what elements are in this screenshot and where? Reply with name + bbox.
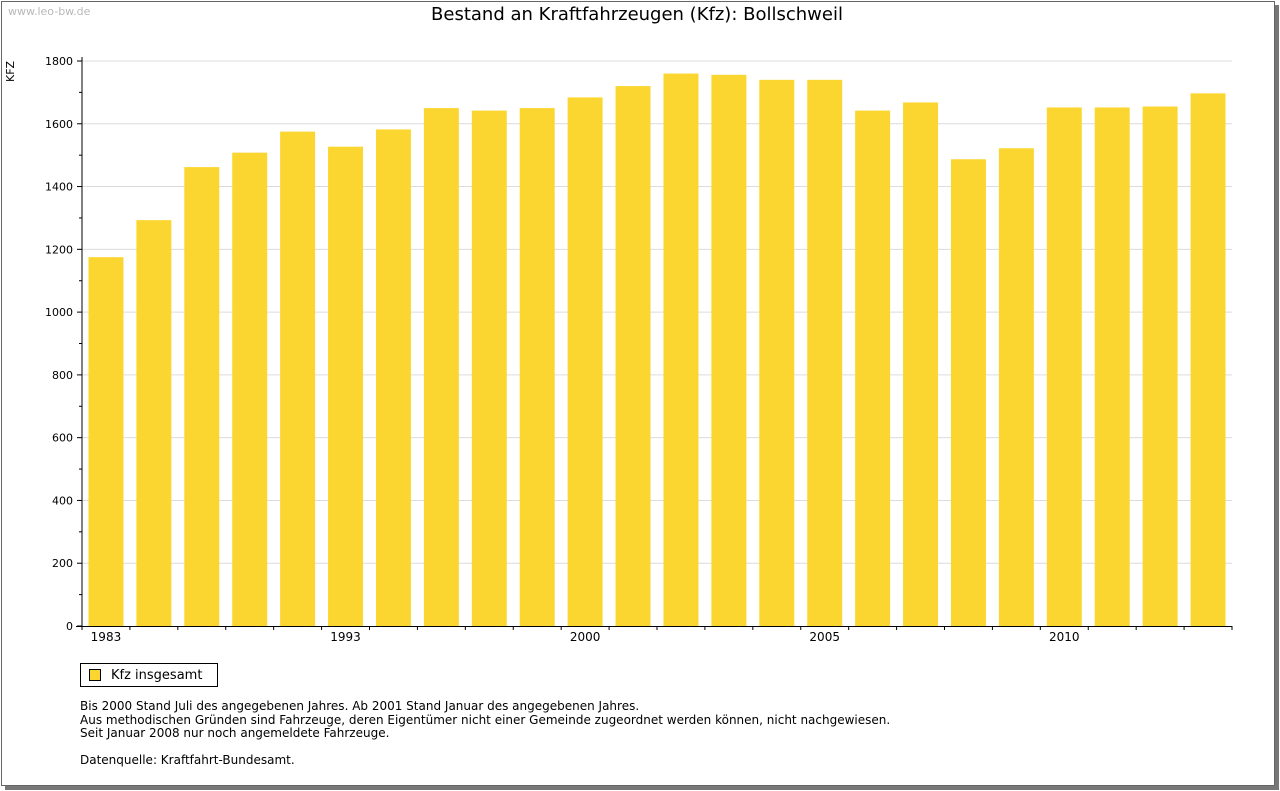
bar <box>184 167 220 626</box>
chart-title: Bestand an Kraftfahrzeugen (Kfz): Bollsc… <box>431 4 843 25</box>
bar <box>1190 93 1226 626</box>
x-tick-label: 2005 <box>809 630 840 644</box>
footnote-line: Aus methodischen Gründen sind Fahrzeuge,… <box>80 712 891 727</box>
legend-label: Kfz insgesamt <box>111 667 203 683</box>
y-tick-label: 400 <box>52 494 73 507</box>
bar <box>998 148 1034 626</box>
bar <box>567 97 603 626</box>
bar <box>232 152 268 626</box>
bar <box>1142 106 1178 626</box>
bar <box>807 79 843 627</box>
bar <box>855 110 891 627</box>
y-tick-label: 1600 <box>45 118 73 131</box>
y-tick-label: 1200 <box>45 243 73 256</box>
y-tick-label: 600 <box>52 432 73 445</box>
x-tick-label: 2010 <box>1049 630 1080 644</box>
x-tick-label: 2000 <box>570 630 601 644</box>
bar <box>88 257 124 626</box>
legend-swatch <box>89 669 101 681</box>
bar <box>423 108 459 627</box>
bar-chart: 0 200 400 600 800 1000 1200 1400 1600 1800 1983 199… <box>45 55 1233 644</box>
bar <box>471 110 507 627</box>
bar <box>328 146 364 627</box>
bar <box>1094 107 1130 626</box>
bar <box>280 131 316 626</box>
y-tick-label: 200 <box>52 557 73 570</box>
legend: Kfz insgesamt <box>80 663 218 687</box>
y-tick-label: 800 <box>52 369 73 382</box>
x-tick-label: 1983 <box>91 630 122 644</box>
footnote-line: Seit Januar 2008 nur noch angemeldete Fa… <box>80 726 390 740</box>
bar <box>519 108 555 627</box>
y-tick-label: 1800 <box>45 55 73 68</box>
bar <box>759 79 795 627</box>
bar <box>615 86 651 627</box>
y-tick-label: 0 <box>66 620 73 633</box>
bar <box>903 102 939 626</box>
data-source: Datenquelle: Kraftfahrt-Bundesamt. <box>80 753 295 767</box>
x-tick-label: 1993 <box>330 630 361 644</box>
footnote-line: Bis 2000 Stand Juli des angegebenen Jahr… <box>80 699 640 713</box>
bar <box>136 220 172 626</box>
bar <box>663 73 699 627</box>
y-tick-label: 1400 <box>45 181 73 194</box>
watermark: www.leo-bw.de <box>8 5 91 18</box>
bar <box>711 74 747 627</box>
footnotes: Bis 2000 Stand Juli des angegebenen Jahr… <box>80 699 891 741</box>
bar <box>375 129 411 626</box>
bar <box>950 159 986 626</box>
y-tick-label: 1000 <box>45 306 73 319</box>
bar <box>1046 107 1082 626</box>
